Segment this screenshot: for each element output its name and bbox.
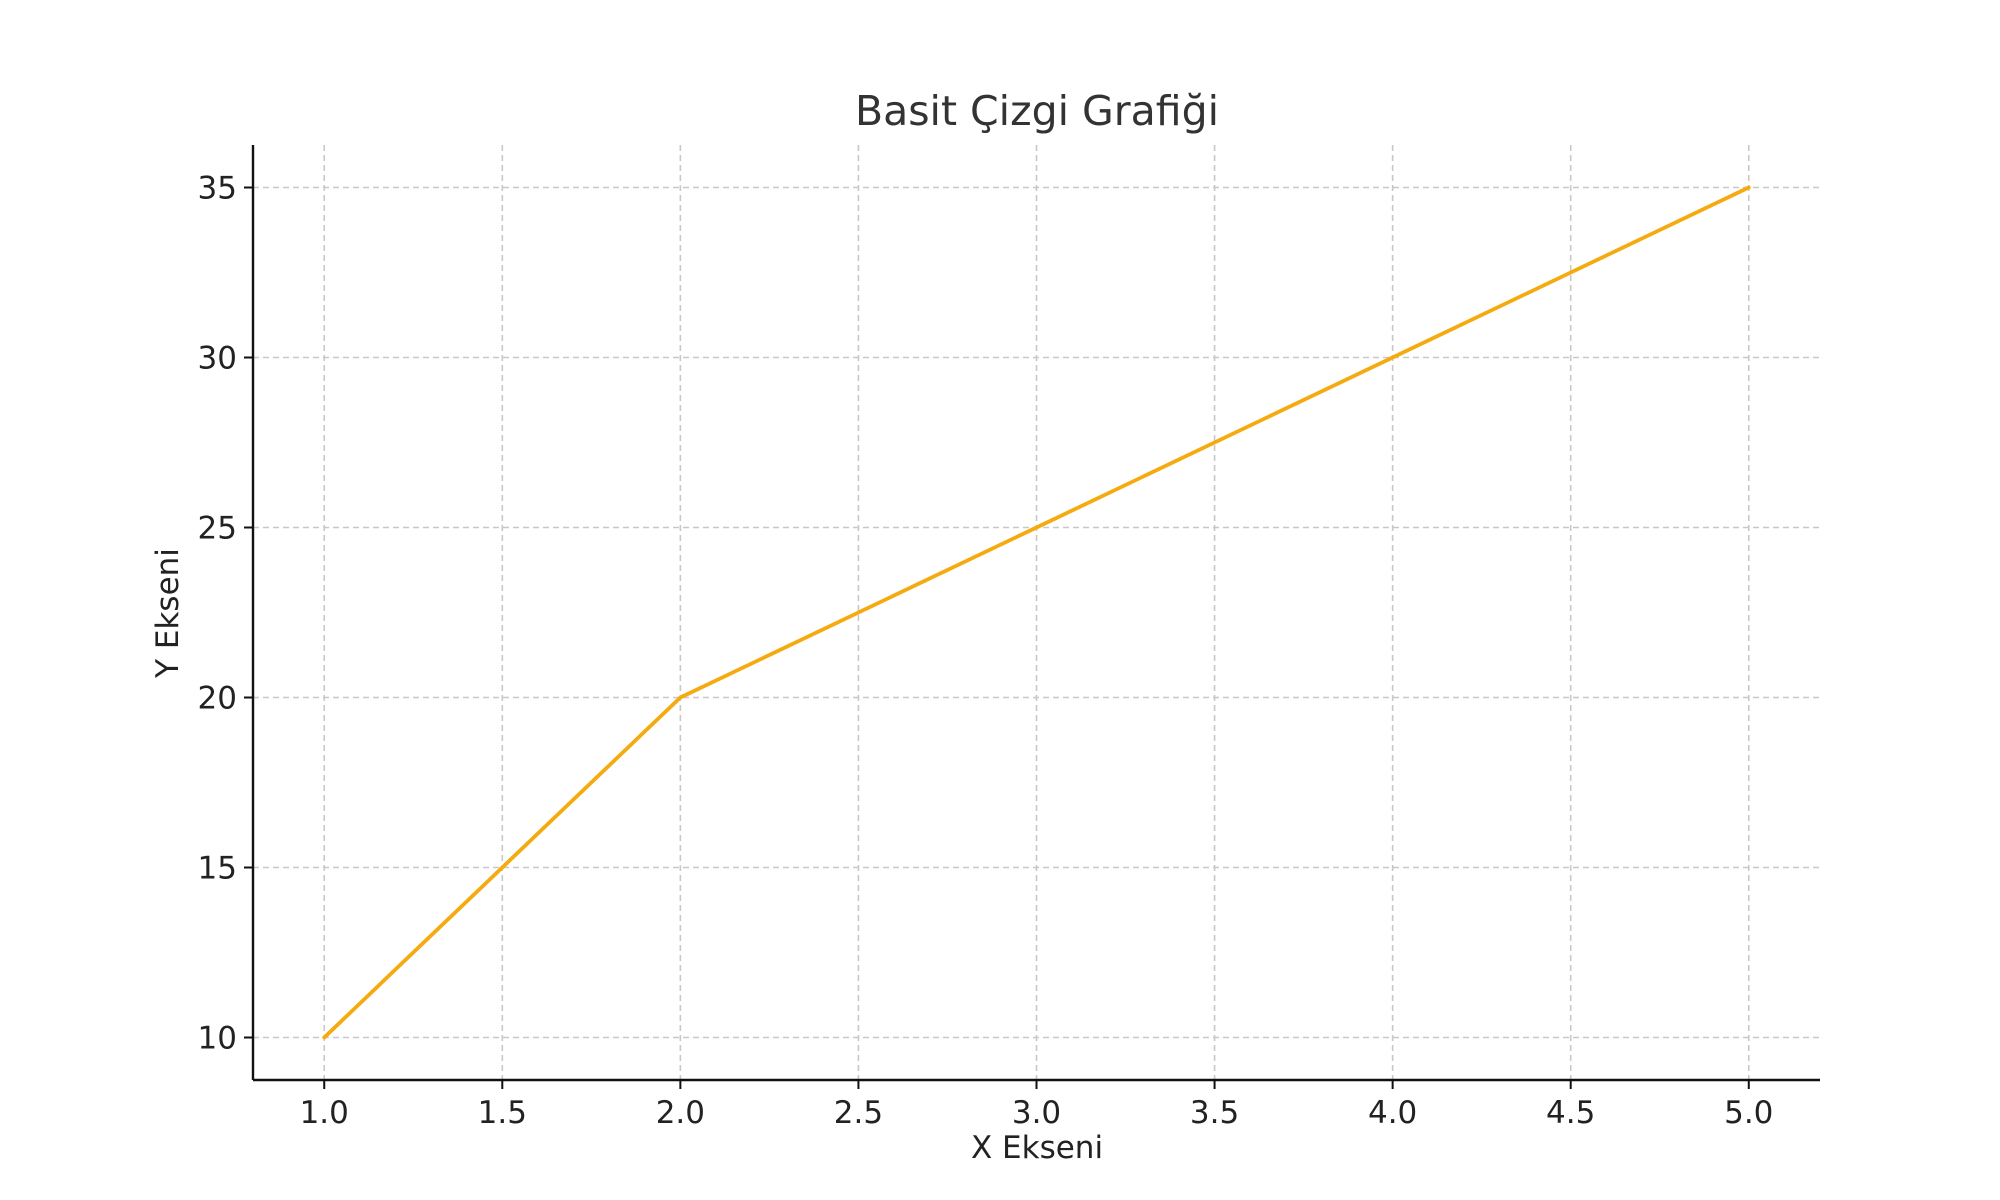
x-tick-label-2: 2.0 (656, 1095, 705, 1131)
tick-labels: 1.0 1.5 2.0 2.5 3.0 3.5 4.0 4.5 5.0 10 15 20 25 30 35 (198, 171, 1774, 1132)
y-tick-label-2: 20 (198, 681, 237, 717)
y-tick-label-1: 15 (198, 851, 237, 887)
x-tick-label-1: 1.5 (478, 1095, 527, 1131)
x-tick-label-5: 3.5 (1190, 1095, 1239, 1131)
y-tick-label-0: 10 (198, 1021, 237, 1057)
x-tick-label-3: 2.5 (834, 1095, 883, 1131)
y-tick-label-4: 30 (198, 341, 237, 377)
series-line-0 (322, 185, 1751, 1040)
axes (244, 145, 1820, 1089)
y-tick-label-5: 35 (198, 171, 237, 207)
x-axis-label: X Ekseni (971, 1130, 1103, 1166)
x-tick-label-6: 4.0 (1368, 1095, 1417, 1131)
chart-title: Basit Çizgi Grafiği (855, 87, 1219, 135)
x-tick-label-8: 5.0 (1724, 1095, 1773, 1131)
x-tick-label-7: 4.5 (1546, 1095, 1595, 1131)
x-tick-label-4: 3.0 (1012, 1095, 1061, 1131)
y-axis-label: Y Ekseni (150, 548, 186, 679)
grid (253, 145, 1820, 1080)
y-tick-label-3: 25 (198, 511, 237, 547)
x-tick-label-0: 1.0 (300, 1095, 349, 1131)
series-layer (322, 185, 1751, 1040)
